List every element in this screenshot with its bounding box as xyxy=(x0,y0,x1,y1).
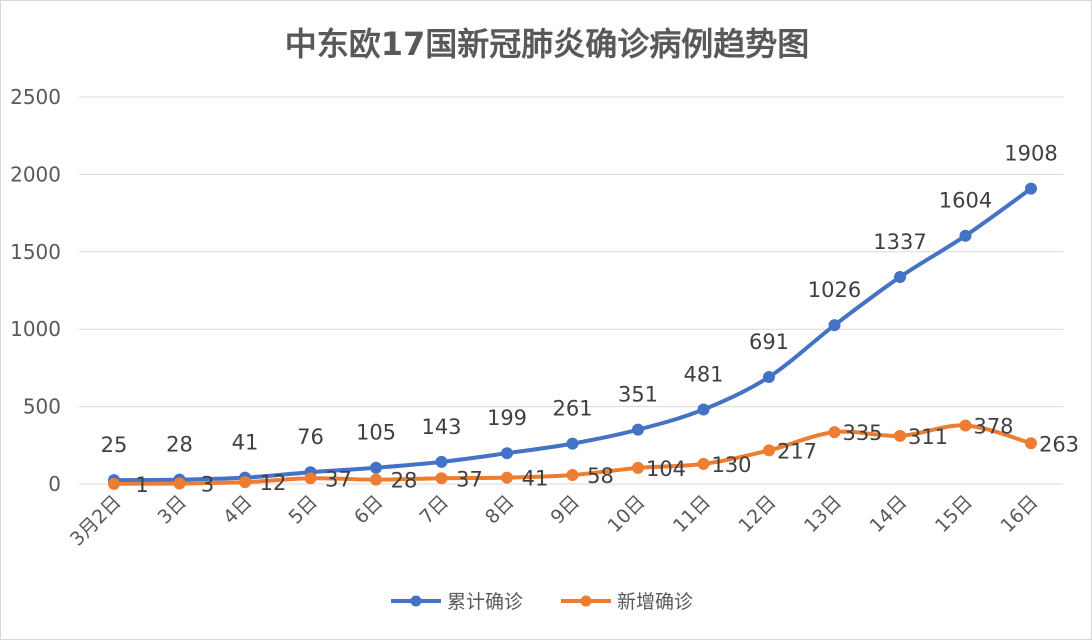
x-tick-label: 6日 xyxy=(350,491,388,529)
data-label: 481 xyxy=(683,363,723,387)
data-point xyxy=(828,426,841,439)
data-label: 217 xyxy=(777,439,817,463)
y-tick-label: 1000 xyxy=(10,317,61,341)
data-point xyxy=(173,477,186,490)
data-label: 105 xyxy=(356,421,396,445)
data-point xyxy=(304,472,317,485)
x-tick-label: 16日 xyxy=(996,491,1042,537)
x-tick-label: 9日 xyxy=(546,491,584,529)
data-point xyxy=(697,403,710,416)
data-point xyxy=(959,229,972,242)
data-point xyxy=(370,473,382,486)
data-label: 1026 xyxy=(808,278,861,302)
data-point xyxy=(501,447,513,460)
data-label: 25 xyxy=(101,433,128,457)
data-label: 311 xyxy=(908,425,948,449)
y-tick-label: 1500 xyxy=(10,240,61,264)
x-tick-label: 5日 xyxy=(284,491,322,529)
data-point xyxy=(435,472,448,485)
x-tick-label: 4日 xyxy=(219,491,257,529)
data-point xyxy=(108,477,120,490)
series-lines xyxy=(108,182,1037,490)
data-label: 28 xyxy=(166,433,193,457)
data-point xyxy=(632,423,644,436)
data-label: 12 xyxy=(260,471,287,495)
data-label: 37 xyxy=(325,467,352,491)
legend-label: 累计确诊 xyxy=(447,591,523,613)
data-point xyxy=(370,461,382,474)
x-tick-label: 7日 xyxy=(415,491,453,529)
data-label: 378 xyxy=(973,414,1013,438)
data-label: 58 xyxy=(587,464,614,488)
data-label: 76 xyxy=(297,425,324,449)
data-label: 41 xyxy=(232,431,259,455)
y-tick-label: 2500 xyxy=(10,85,61,109)
x-tick-label: 8日 xyxy=(481,491,519,529)
data-label: 3 xyxy=(201,473,214,497)
data-point xyxy=(763,444,775,457)
data-label: 104 xyxy=(646,457,686,481)
data-point xyxy=(566,469,579,482)
data-label: 1337 xyxy=(873,230,926,254)
x-tick-label: 13日 xyxy=(800,491,846,537)
y-tick-label: 2000 xyxy=(10,162,61,186)
data-label: 41 xyxy=(522,467,549,491)
data-label: 1 xyxy=(135,473,148,497)
legend-label: 新增确诊 xyxy=(617,591,693,613)
data-point xyxy=(894,271,906,284)
data-point xyxy=(763,371,775,384)
data-label: 1604 xyxy=(939,189,992,213)
data-label: 335 xyxy=(842,421,882,445)
legend-marker xyxy=(410,595,422,607)
data-label: 28 xyxy=(391,469,418,493)
data-label: 199 xyxy=(487,406,527,430)
data-label: 261 xyxy=(552,397,592,421)
legend-marker xyxy=(580,595,592,607)
x-tick-label: 3日 xyxy=(153,491,191,529)
x-tick-label: 15日 xyxy=(931,491,977,537)
y-tick-label: 0 xyxy=(48,472,61,496)
legend: 累计确诊 新增确诊 xyxy=(391,591,693,613)
x-axis-ticks: 3月2日 3日 4日 5日 6日 7日 8日 9日 10日 11日 12日 13日 14日 15日 16日 xyxy=(66,491,1043,551)
data-point xyxy=(239,476,251,489)
data-point xyxy=(1025,437,1037,450)
x-tick-label: 3月2日 xyxy=(66,491,126,551)
x-tick-label: 10日 xyxy=(603,491,649,537)
data-point xyxy=(632,461,644,474)
gridlines xyxy=(79,96,1063,485)
data-label: 1908 xyxy=(1004,142,1057,166)
data-point xyxy=(697,457,710,470)
data-point xyxy=(435,455,448,468)
data-point xyxy=(1025,182,1037,195)
data-label: 130 xyxy=(711,453,751,477)
data-point xyxy=(566,437,579,450)
data-labels: 25 28 41 76 105 143 199 26135148169110261337160… xyxy=(101,142,1079,497)
data-label: 143 xyxy=(421,415,461,439)
chart-title: 中东欧17国新冠肺炎确诊病例趋势图 xyxy=(285,25,810,63)
data-point xyxy=(501,471,513,484)
data-point xyxy=(828,319,841,332)
y-axis-ticks: 0 500 1000 1500 2000 2500 xyxy=(10,85,61,496)
data-label: 263 xyxy=(1039,432,1079,456)
x-tick-label: 12日 xyxy=(734,491,780,537)
y-tick-label: 500 xyxy=(23,395,61,419)
x-tick-label: 11日 xyxy=(669,491,715,537)
data-point xyxy=(894,429,906,442)
x-tick-label: 14日 xyxy=(865,491,911,537)
data-point xyxy=(959,419,972,432)
data-label: 691 xyxy=(749,330,789,354)
data-label: 37 xyxy=(456,467,483,491)
data-label: 351 xyxy=(618,383,658,407)
